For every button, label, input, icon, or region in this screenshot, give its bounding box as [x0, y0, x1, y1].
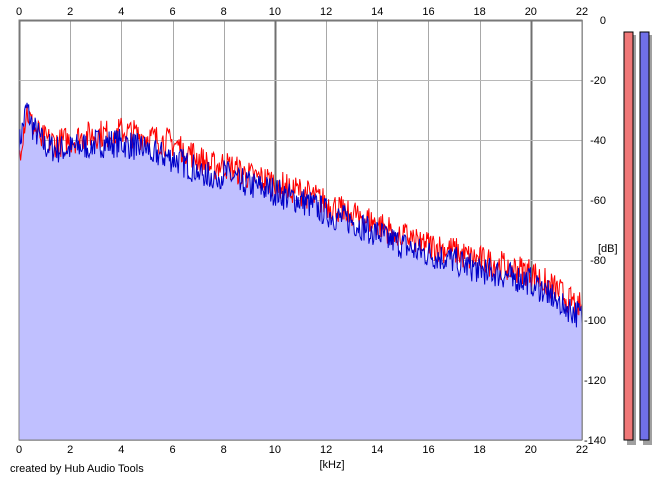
x-tick-label-bottom: 10: [269, 444, 281, 456]
y-tick-label: -120: [584, 375, 606, 387]
x-tick-label-top: 10: [269, 6, 281, 18]
y-tick-label: -60: [590, 195, 606, 207]
x-tick-label-top: 4: [118, 6, 124, 18]
y-axis-labels: 0 -20 -40 -60 -80 -100 -120 -140: [584, 15, 606, 447]
x-tick-label-bottom: 14: [371, 444, 383, 456]
left-level-meter: [623, 31, 634, 441]
x-tick-label-top: 12: [320, 6, 332, 18]
y-tick-label: 0: [600, 15, 606, 27]
x-tick-label-bottom: 20: [525, 444, 537, 456]
y-tick-label: -40: [590, 135, 606, 147]
x-axis-top-labels: 0 2 4 6 8 10 12 14 16 18 20 22: [16, 6, 588, 18]
y-tick-label: -80: [590, 255, 606, 267]
x-tick-label-top: 18: [474, 6, 486, 18]
x-tick-label-bottom: 12: [320, 444, 332, 456]
x-tick-label-bottom: 22: [576, 444, 588, 456]
x-tick-label-top: 16: [422, 6, 434, 18]
y-tick-label: -100: [584, 315, 606, 327]
y-tick-label: -140: [584, 435, 606, 447]
x-tick-label-bottom: 4: [118, 444, 124, 456]
x-tick-label-top: 22: [576, 6, 588, 18]
x-tick-label-bottom: 2: [67, 444, 73, 456]
x-tick-label-top: 14: [371, 6, 383, 18]
x-tick-label-bottom: 0: [16, 444, 22, 456]
x-tick-label-bottom: 8: [221, 444, 227, 456]
x-tick-label-top: 20: [525, 6, 537, 18]
x-tick-label-top: 0: [16, 6, 22, 18]
credit-caption: created by Hub Audio Tools: [10, 463, 144, 475]
x-axis-bottom-labels: 0 2 4 6 8 10 12 14 16 18 20 22: [16, 444, 588, 456]
x-tick-label-top: 6: [169, 6, 175, 18]
x-tick-label-bottom: 6: [169, 444, 175, 456]
series-layer: [18, 102, 583, 441]
x-tick-label-top: 2: [67, 6, 73, 18]
x-axis-label: [kHz]: [319, 459, 344, 471]
plot-border: [18, 19, 583, 441]
x-tick-label-bottom: 18: [474, 444, 486, 456]
y-axis-label: [dB]: [598, 243, 618, 255]
x-tick-label-bottom: 16: [422, 444, 434, 456]
series-line-blue: [18, 102, 583, 328]
x-tick-label-top: 8: [221, 6, 227, 18]
y-tick-label: -20: [590, 75, 606, 87]
series-area-fill: [19, 102, 582, 441]
right-level-meter: [639, 31, 650, 441]
